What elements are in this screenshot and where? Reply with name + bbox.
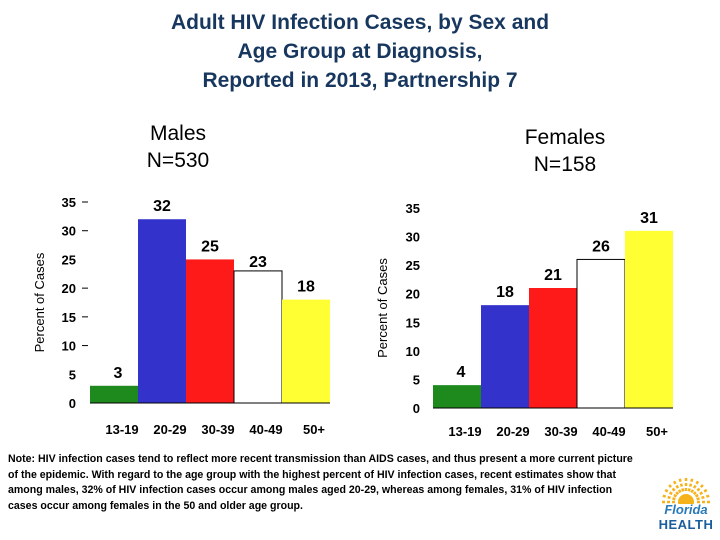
males-xtick-label: 40-49 [249,422,282,437]
page-title: Adult HIV Infection Cases, by Sex and Ag… [60,8,660,95]
males-bar-40-49 [233,270,283,404]
males-chart-title: Males N=530 [118,120,238,174]
males-ytick-label: 35 [62,195,76,210]
males-data-label: 25 [201,238,219,255]
sun-icon [662,478,710,510]
page-title-line-2: Age Group at Diagnosis, [237,40,483,63]
males-data-label: 3 [114,365,123,382]
males-ytick-label: 25 [62,252,76,267]
females-title-line-1: Females [524,126,606,149]
florida-health-logo: Florida HEALTH [656,470,716,536]
females-ytick-label: 10 [406,344,420,359]
sun-ray [672,480,682,494]
females-title-line-2: N=158 [533,153,597,176]
males-ytick-label: 10 [62,339,76,354]
logo-text-florida: Florida [664,502,708,517]
males-xtick-label: 13-19 [105,422,138,437]
females-ytick-label: 5 [413,372,420,387]
females-data-label: 26 [592,238,610,255]
females-bar-50+ [625,230,673,408]
males-data-label: 18 [297,279,315,296]
females-data-label: 4 [457,364,466,381]
sun-ray [694,488,708,498]
page-title-line-1: Adult HIV Infection Cases, by Sex and [170,11,550,34]
sun-ray [664,488,678,498]
sun-ray [668,484,680,496]
sun-ray [690,480,700,494]
males-bar-30-39 [186,259,234,403]
females-bar-13-19 [433,385,481,408]
footnote: Note: HIV infection cases tend to reflec… [8,453,633,512]
males-xtick-label: 20-29 [153,422,186,437]
females-data-label: 21 [544,267,562,284]
females-bar-40-49 [576,258,626,409]
females-xtick-label: 13-19 [448,424,481,439]
females-ylabel: Percent of Cases [375,258,390,358]
sun-ray [692,484,704,496]
females-bar-20-29 [481,305,529,408]
females-xtick-label: 20-29 [496,424,529,439]
females-ytick-label: 0 [413,401,420,416]
males-bar-50+ [282,299,330,403]
males-data-label: 32 [153,198,171,215]
females-xtick-label: 30-39 [544,424,577,439]
females-data-label: 31 [640,210,658,227]
males-ytick-label: 5 [69,367,76,382]
sun-ray [696,494,710,501]
males-data-label: 23 [249,254,267,271]
males-bar-13-19 [90,385,138,403]
males-xtick-label: 30-39 [201,422,234,437]
males-bar-20-29 [138,219,186,403]
females-ytick-label: 35 [406,201,420,216]
females-xtick-label: 40-49 [592,424,625,439]
females-ytick-label: 15 [406,315,420,330]
females-xtick-label: 50+ [646,424,668,439]
males-ytick-label: 15 [62,310,76,325]
females-ytick-label: 25 [406,258,420,273]
logo-text-health: HEALTH [658,517,714,532]
females-ytick-label: 20 [406,287,420,302]
males-ytick-label: 20 [62,281,76,296]
sun-ray [687,478,694,492]
males-ytick-label: 30 [62,224,76,239]
sun-ray [662,494,676,501]
females-bar-30-39 [529,288,577,408]
females-ytick-label: 30 [406,230,420,245]
males-title-line-1: Males [149,122,207,145]
sun-ray [678,478,685,492]
males-title-line-2: N=530 [146,149,210,172]
males-xtick-label: 50+ [303,422,325,437]
page-title-line-3: Reported in 2013, Partnership 7 [202,69,518,92]
males-ytick-label: 0 [69,396,76,411]
males-ylabel: Percent of Cases [32,252,47,352]
females-data-label: 18 [496,284,514,301]
females-chart-title: Females N=158 [500,124,630,178]
